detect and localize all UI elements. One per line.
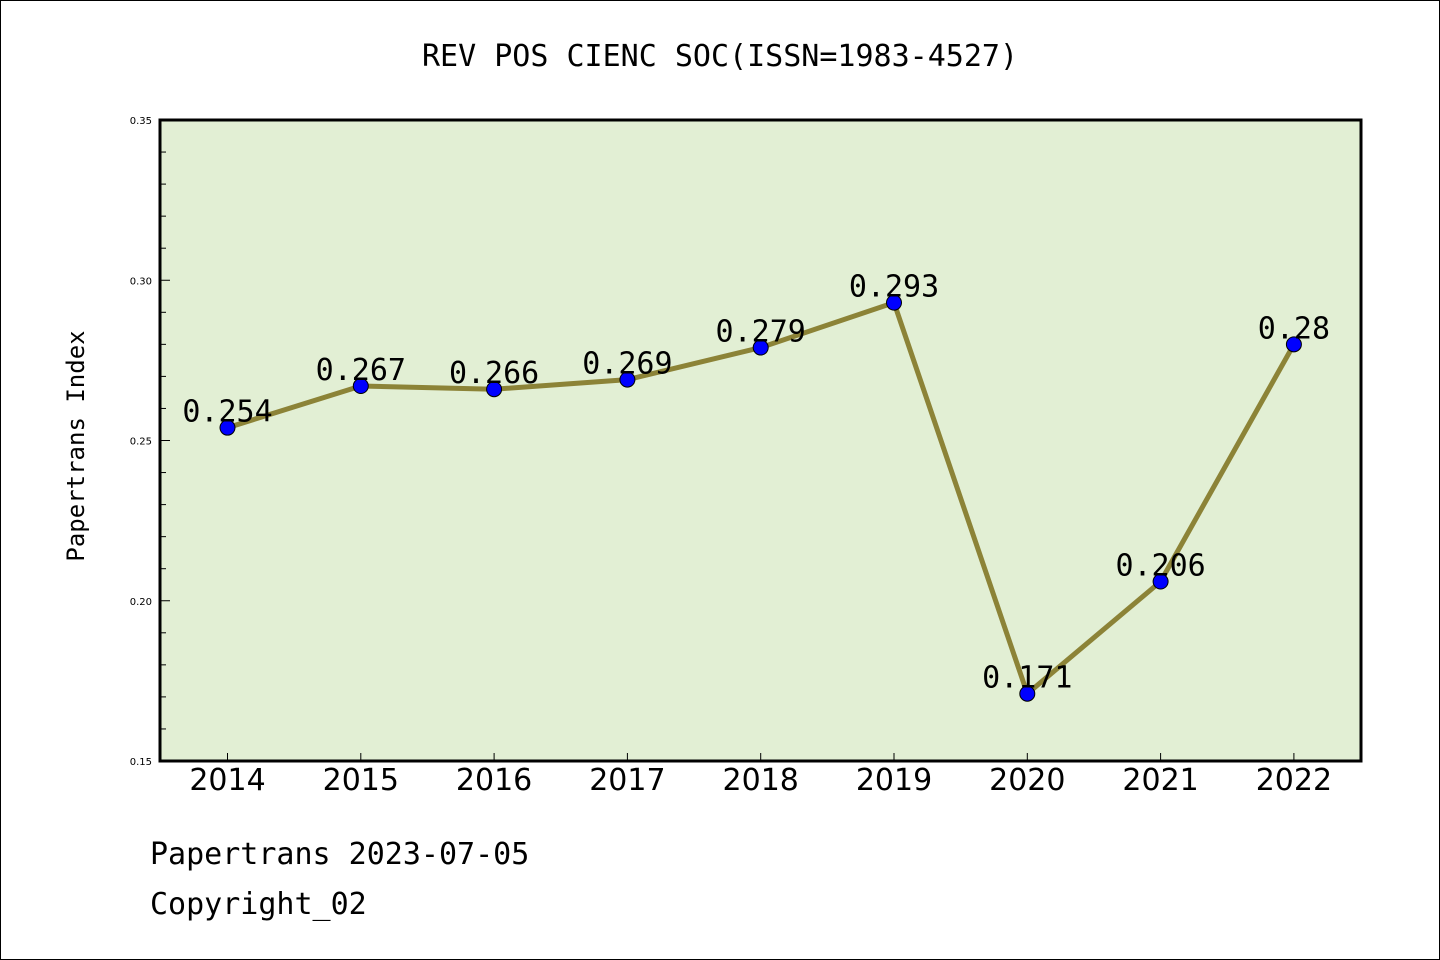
y-axis-label: Papertrans Index (62, 330, 90, 561)
x-tick-label: 2018 (723, 763, 799, 798)
data-label: 0.293 (849, 270, 939, 305)
x-tick-label: 2017 (589, 763, 665, 798)
y-tick-label: 0.20 (130, 597, 152, 608)
data-point (486, 381, 503, 398)
y-axis: 0.15 0.20 0.25 0.30 0.35 (130, 116, 170, 768)
y-tick-label: 0.35 (130, 116, 152, 127)
y-tick-label: 0.15 (130, 757, 152, 768)
data-point (1285, 336, 1302, 353)
x-tick-label: 2022 (1256, 763, 1332, 798)
data-point (352, 378, 369, 395)
x-tick-label: 2021 (1122, 763, 1198, 798)
y-tick-label: 0.30 (130, 276, 152, 287)
data-label: 0.206 (1115, 549, 1205, 584)
x-axis: 2014 2015 2016 2017 2018 2019 2020 2021 2022 (189, 753, 1332, 798)
footer-date: Papertrans 2023-07-05 (150, 837, 529, 872)
data-labels: 0.254 0.267 0.266 0.269 0.279 0.293 0.171 0.206… (182, 270, 1330, 696)
x-tick-label: 2019 (856, 763, 932, 798)
data-label: 0.254 (182, 395, 272, 430)
data-point (886, 294, 902, 311)
y-tick-label: 0.25 (130, 437, 152, 448)
x-tick-label: 2015 (323, 763, 399, 798)
data-label: 0.269 (582, 347, 672, 382)
plot-area (158, 118, 1363, 763)
chart-title: REV POS CIENC SOC(ISSN=1983-4527) (422, 39, 1018, 74)
series-group (219, 294, 1302, 702)
data-point (1152, 573, 1169, 590)
x-tick-label: 2020 (989, 763, 1065, 798)
data-label: 0.28 (1258, 311, 1330, 346)
x-tick-label: 2014 (189, 763, 265, 798)
data-label: 0.279 (716, 315, 806, 350)
data-label: 0.266 (449, 356, 539, 391)
footer-copyright: Copyright_02 (150, 887, 367, 922)
data-label: 0.171 (982, 661, 1072, 696)
data-point (1019, 685, 1036, 702)
data-label: 0.267 (316, 353, 406, 388)
data-point (752, 339, 769, 356)
x-tick-label: 2016 (456, 763, 532, 798)
data-point (219, 419, 236, 436)
data-point (619, 371, 636, 388)
